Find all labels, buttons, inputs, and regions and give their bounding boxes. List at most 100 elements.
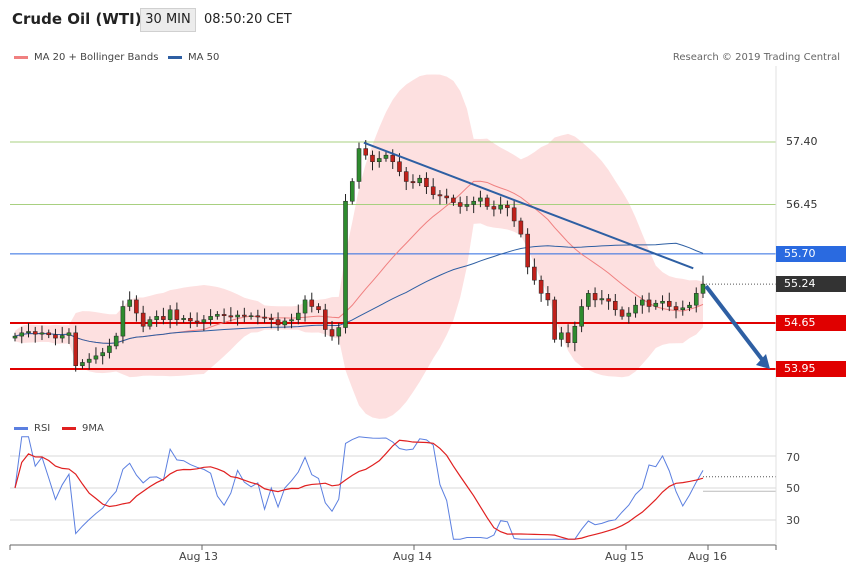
candle (316, 303, 321, 314)
candle-body (174, 309, 180, 320)
candle (188, 312, 193, 329)
level-label-57-40: 57.40 (786, 135, 818, 148)
candle-body (302, 299, 308, 314)
candle (73, 325, 78, 372)
candle (343, 193, 348, 334)
candle-body (248, 315, 254, 317)
candle-body (464, 204, 470, 207)
candle (410, 174, 416, 189)
candle-body (66, 332, 72, 336)
candle-body (39, 332, 45, 335)
candle (262, 308, 267, 323)
candle-body (586, 293, 591, 307)
candle (484, 194, 490, 210)
rsi-tick-30: 30 (786, 514, 800, 527)
rsi-ma-line (14, 439, 704, 540)
candle (680, 300, 686, 316)
candle-body (134, 299, 139, 314)
candle-body (538, 279, 544, 294)
candle (53, 328, 58, 346)
candle-body (592, 293, 598, 301)
candle-body (19, 332, 25, 337)
forecast-arrowhead (756, 354, 770, 369)
candle (626, 307, 632, 324)
candle (248, 312, 254, 320)
candle-body (208, 316, 213, 320)
candle (505, 200, 510, 217)
candle-body (370, 154, 375, 162)
bollinger-band (15, 74, 703, 419)
candle (282, 317, 288, 329)
candle (302, 295, 308, 322)
candle (356, 142, 362, 189)
candle (444, 188, 449, 204)
candle (424, 172, 429, 194)
candle (19, 326, 25, 344)
candle-body (167, 309, 173, 320)
candle (538, 275, 544, 302)
candle-body (673, 306, 679, 311)
candle (383, 151, 389, 162)
rsi-ma-swatch (62, 427, 76, 430)
level-box-53-95: 53.95 (776, 361, 846, 377)
candle (289, 313, 294, 329)
candle-body (444, 195, 449, 199)
legend-ma50-label: MA 50 (188, 52, 220, 63)
legend-rsi-ma: 9MA (62, 423, 104, 434)
candle-body (451, 197, 456, 203)
candle (107, 338, 112, 359)
candle-body (32, 331, 38, 335)
candle-body (660, 300, 665, 304)
candle-body (147, 319, 153, 327)
candle-body (235, 314, 240, 318)
candle-body (26, 331, 31, 334)
candle-body (532, 266, 537, 281)
candle (390, 149, 395, 169)
candle (100, 347, 105, 365)
candle-body (242, 314, 247, 317)
candle-body (693, 293, 699, 306)
candle (194, 312, 200, 327)
level-box-54-65: 54.65 (776, 315, 846, 331)
candle (525, 228, 530, 275)
rsi-tick-70: 70 (786, 451, 800, 464)
candle (471, 196, 476, 214)
candle-body (700, 283, 706, 294)
candle (579, 299, 584, 333)
candle (113, 332, 119, 350)
candle-body (505, 204, 510, 209)
candle (39, 325, 45, 341)
candle-body (559, 332, 564, 340)
candle (693, 287, 699, 313)
candle (619, 306, 625, 320)
candle (633, 296, 638, 318)
timeframe-selector[interactable]: 30 MIN (140, 8, 196, 32)
candle-body (606, 298, 611, 302)
candle-body (46, 332, 51, 336)
candle-body (383, 154, 389, 159)
x-tick-aug13: Aug 13 (179, 550, 218, 563)
candle-body (215, 314, 220, 317)
candle-body (599, 298, 605, 301)
candle (86, 353, 92, 370)
candle (552, 296, 557, 343)
rsi-tick-50: 50 (786, 482, 800, 495)
candle-body (552, 299, 557, 340)
candle (120, 300, 126, 344)
candle-body (221, 314, 227, 316)
last-price-box: 55.24 (776, 276, 846, 292)
candle-body (12, 335, 18, 339)
ma20-swatch (14, 56, 28, 59)
legend-rsi-ma-label: 9MA (82, 423, 104, 434)
candle (235, 310, 240, 326)
candle (376, 151, 382, 168)
candle-body (471, 200, 476, 205)
candle (700, 275, 706, 298)
candle-body (296, 312, 301, 320)
level-label-56-45: 56.45 (786, 198, 818, 211)
candle-body (228, 315, 234, 318)
candle (329, 320, 335, 341)
rsi-swatch (14, 427, 28, 430)
candle-body (316, 306, 321, 311)
candle (613, 293, 618, 316)
